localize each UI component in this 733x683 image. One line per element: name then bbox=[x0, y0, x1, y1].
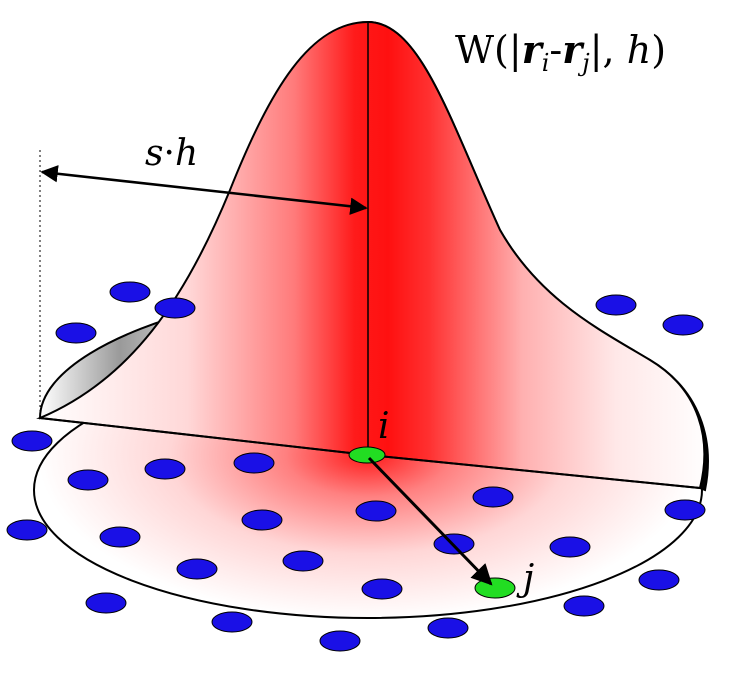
particle-neighbor bbox=[241, 509, 283, 531]
kernel-bell bbox=[36, 20, 706, 490]
particle-neighbor bbox=[55, 322, 97, 344]
particle-neighbor bbox=[233, 452, 275, 474]
particle-neighbor bbox=[664, 499, 706, 521]
particle-neighbor bbox=[549, 536, 591, 558]
particle-neighbor bbox=[144, 458, 186, 480]
support-radius-label: s·h bbox=[145, 133, 198, 174]
cut-line-left bbox=[39, 417, 369, 456]
neighbor-particles bbox=[6, 281, 706, 652]
distance-arrow bbox=[367, 456, 493, 586]
particle-neighbor bbox=[99, 526, 141, 548]
particle-neighbor bbox=[109, 281, 151, 303]
particle-neighbor bbox=[11, 430, 53, 452]
particle-neighbor bbox=[85, 592, 127, 614]
particle-neighbor bbox=[427, 617, 469, 639]
particle-neighbor bbox=[282, 550, 324, 572]
particle-neighbor bbox=[355, 500, 397, 522]
kernel-label: W(|ri-rj|, h) bbox=[455, 27, 666, 77]
particle-neighbor bbox=[319, 630, 361, 652]
particle-neighbor bbox=[595, 294, 637, 316]
particle-neighbor bbox=[563, 595, 605, 617]
particle-neighbor bbox=[154, 297, 196, 319]
support-radius-arrow bbox=[40, 165, 368, 215]
particle-neighbor bbox=[472, 486, 514, 508]
cut-line-right bbox=[367, 454, 701, 489]
particle-neighbor bbox=[6, 519, 48, 541]
particle-i-label: i bbox=[378, 406, 390, 447]
particle-j bbox=[474, 577, 516, 599]
particle-neighbor bbox=[176, 558, 218, 580]
particle-neighbor bbox=[67, 469, 109, 491]
particle-neighbor bbox=[638, 569, 680, 591]
particle-neighbor bbox=[211, 611, 253, 633]
particle-i bbox=[348, 446, 386, 464]
particle-neighbor bbox=[662, 314, 704, 336]
particle-neighbor bbox=[361, 578, 403, 600]
